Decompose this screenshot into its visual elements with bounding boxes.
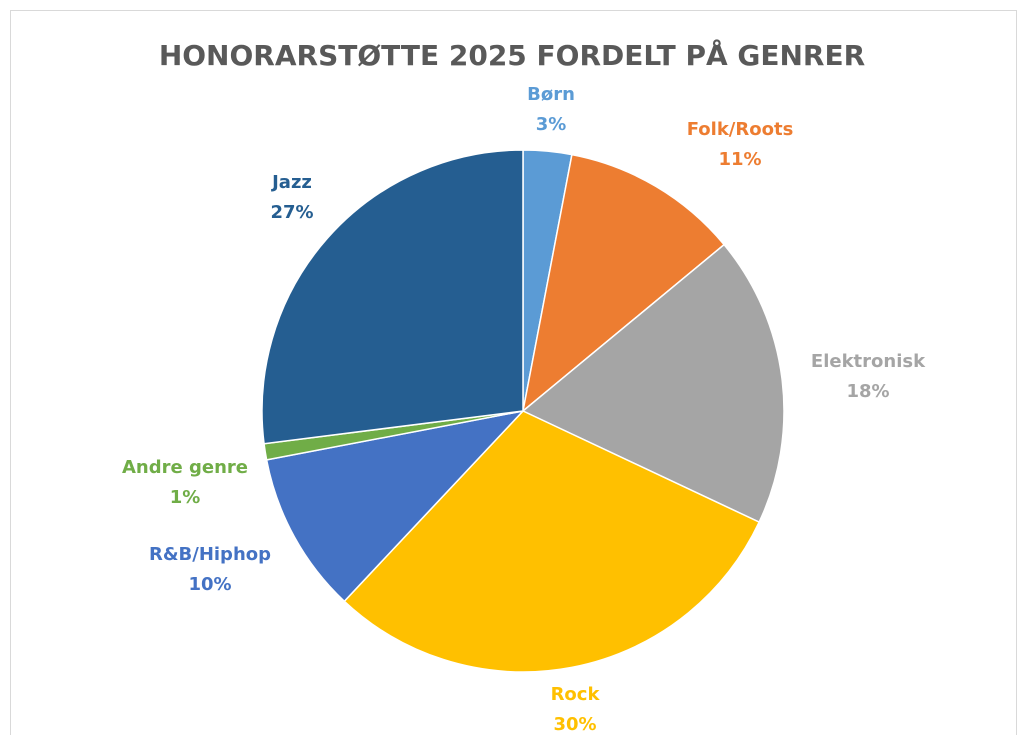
pie-slice [265,409,526,603]
pie-slice [261,149,524,445]
slice-label: Andre genre [122,457,248,478]
slice-label: Børn [527,84,575,105]
slice-value-label: 11% [718,149,761,170]
slice-value-label: 30% [553,714,596,735]
pie-slice [521,243,785,524]
slice-value-label: 10% [188,574,231,595]
slice-label: Folk/Roots [687,119,794,140]
slice-label: R&B/Hiphop [149,544,271,565]
slice-label: Elektronisk [811,351,926,372]
slice-value-label: 1% [170,487,201,508]
slice-value-label: 18% [846,381,889,402]
chart-title: HONORARSTØTTE 2025 FORDELT PÅ GENRER [159,38,865,72]
slice-value-label: 3% [536,114,567,135]
pie-slice [343,410,761,673]
slice-value-label: 27% [270,202,313,223]
slice-label: Jazz [270,172,312,193]
slice-label: Rock [551,684,601,705]
pie-slice [521,153,726,413]
